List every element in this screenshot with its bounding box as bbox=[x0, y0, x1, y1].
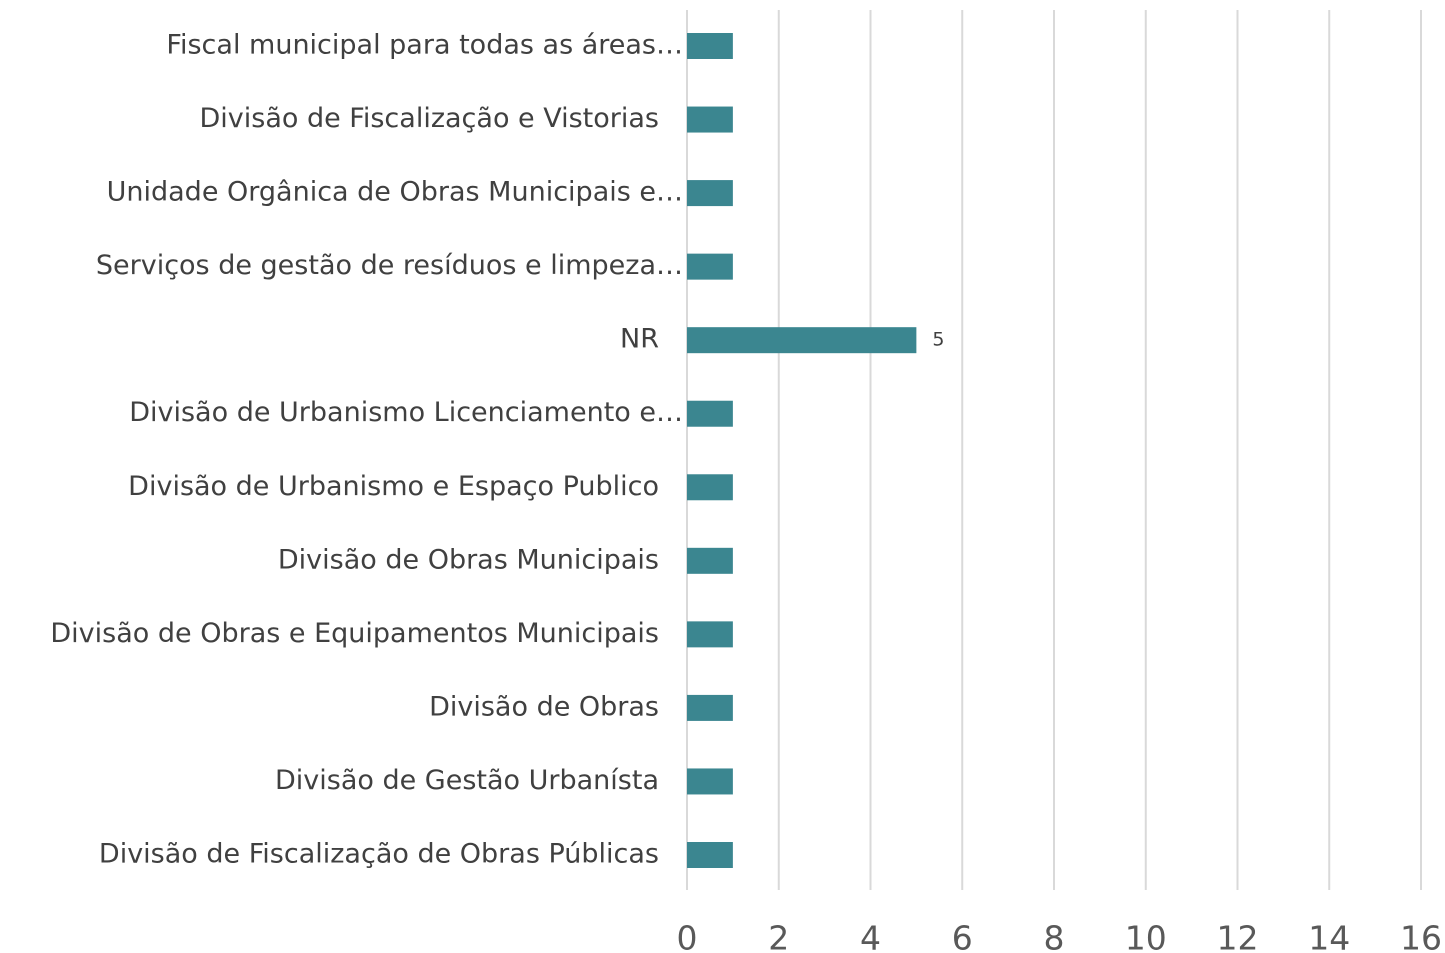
y-tick-label: Fiscal municipal para todas as áreas… bbox=[166, 30, 683, 61]
y-tick-label: Divisão de Gestão Urbanísta bbox=[275, 765, 659, 796]
y-tick-label: Divisão de Urbanismo Licenciamento e… bbox=[129, 397, 683, 428]
x-tick-label: 6 bbox=[952, 919, 973, 953]
bar bbox=[687, 694, 733, 721]
bar bbox=[687, 180, 733, 207]
bar bbox=[687, 474, 733, 501]
x-tick-label: 4 bbox=[860, 919, 881, 953]
x-tick-label: 0 bbox=[677, 919, 698, 953]
bar bbox=[687, 253, 733, 280]
y-tick-label: Divisão de Urbanismo e Espaço Publico bbox=[128, 471, 659, 502]
x-tick-label: 12 bbox=[1217, 919, 1259, 953]
x-tick-label: 14 bbox=[1308, 919, 1350, 953]
bar bbox=[687, 33, 733, 59]
y-tick-label: Divisão de Obras Municipais bbox=[278, 544, 659, 575]
y-tick-label: Unidade Orgânica de Obras Municipais e… bbox=[107, 177, 683, 208]
y-tick-label: Divisão de Obras bbox=[429, 691, 659, 722]
x-tick-label: 10 bbox=[1125, 919, 1167, 953]
y-tick-label: Serviços de gestão de resíduos e limpeza… bbox=[96, 250, 683, 281]
x-tick-label: 16 bbox=[1400, 919, 1442, 953]
bar bbox=[687, 106, 733, 133]
x-tick-label: 2 bbox=[768, 919, 789, 953]
y-tick-label: Divisão de Fiscalização de Obras Pública… bbox=[99, 839, 659, 870]
y-tick-label: Divisão de Fiscalização e Vistorias bbox=[199, 103, 659, 134]
y-tick-label: NR bbox=[620, 324, 659, 355]
bar bbox=[687, 768, 733, 795]
bar bbox=[687, 400, 733, 427]
bar bbox=[687, 327, 917, 354]
y-tick-label: Divisão de Obras e Equipamentos Municipa… bbox=[50, 618, 659, 649]
x-tick-label: 8 bbox=[1044, 919, 1065, 953]
data-label: 5 bbox=[932, 329, 944, 351]
bar bbox=[687, 842, 733, 868]
bar bbox=[687, 547, 733, 574]
bar bbox=[687, 621, 733, 648]
